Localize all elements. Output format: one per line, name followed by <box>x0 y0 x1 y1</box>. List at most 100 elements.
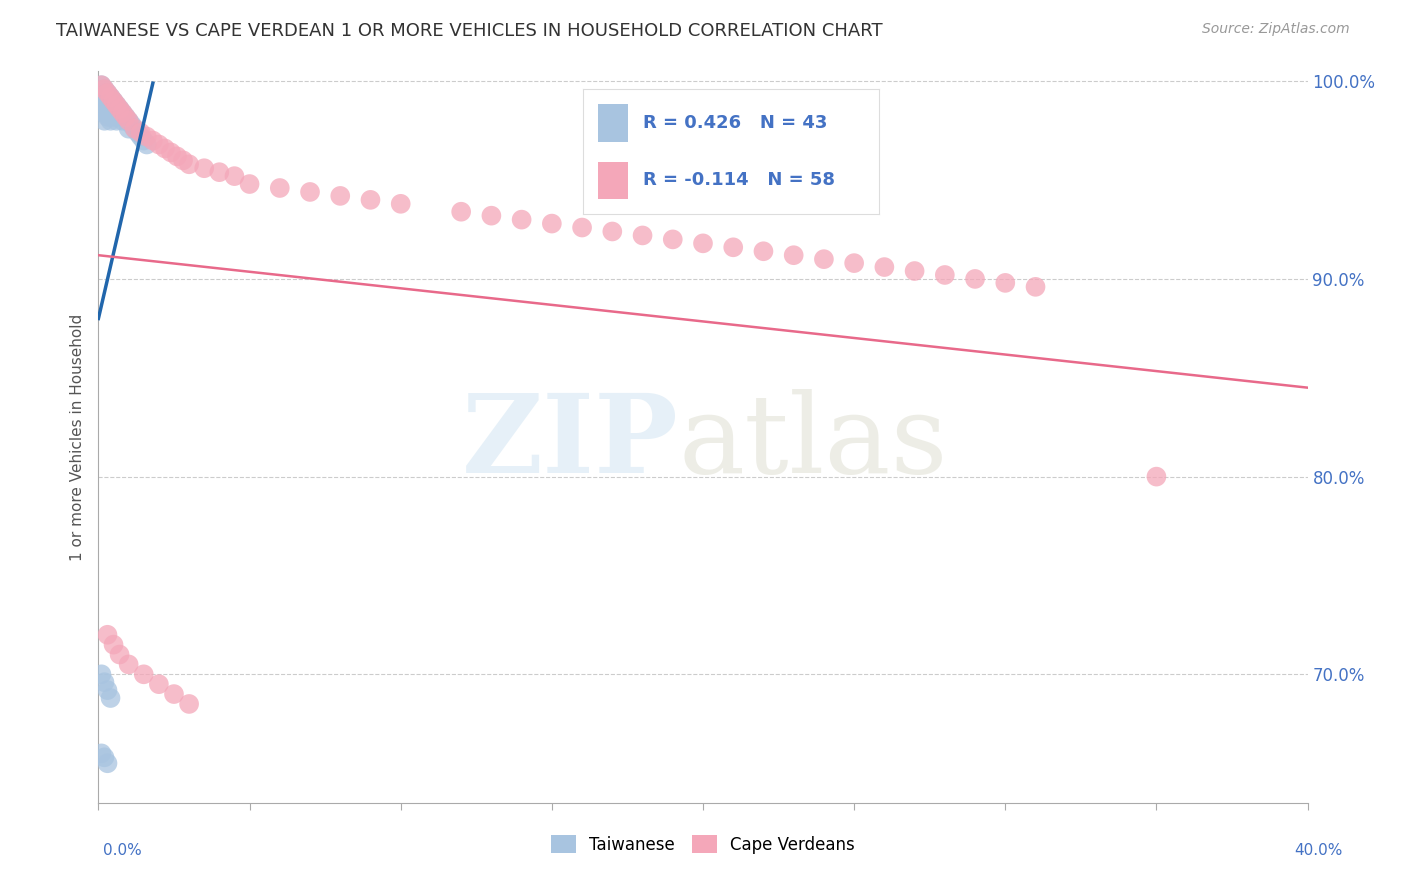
Point <box>96 683 118 698</box>
Text: 0.0%: 0.0% <box>103 843 142 858</box>
Point <box>93 750 115 764</box>
Point <box>100 691 122 706</box>
Point <box>93 82 115 96</box>
Point <box>329 189 352 203</box>
Point <box>571 220 593 235</box>
Point <box>93 90 115 104</box>
Point <box>114 110 136 124</box>
Point <box>93 675 115 690</box>
Point <box>118 121 141 136</box>
Text: ZIP: ZIP <box>463 389 679 496</box>
Text: R = -0.114   N = 58: R = -0.114 N = 58 <box>643 171 835 189</box>
Point <box>129 129 152 144</box>
Point <box>153 141 176 155</box>
Point <box>114 110 136 124</box>
Point <box>100 106 122 120</box>
Point <box>965 272 987 286</box>
Point <box>103 94 125 108</box>
Point <box>481 209 503 223</box>
Text: R = 0.426   N = 43: R = 0.426 N = 43 <box>643 114 827 132</box>
Point <box>105 98 128 112</box>
Point <box>118 657 141 672</box>
FancyBboxPatch shape <box>599 161 627 199</box>
Point <box>121 118 143 132</box>
Point <box>90 667 112 681</box>
Point <box>93 98 115 112</box>
Point <box>193 161 215 176</box>
Text: 40.0%: 40.0% <box>1295 843 1343 858</box>
Point <box>813 252 835 267</box>
Point <box>127 126 149 140</box>
Point <box>96 94 118 108</box>
Text: atlas: atlas <box>679 389 949 496</box>
Point <box>692 236 714 251</box>
Point <box>96 628 118 642</box>
Point <box>934 268 956 282</box>
Text: TAIWANESE VS CAPE VERDEAN 1 OR MORE VEHICLES IN HOUSEHOLD CORRELATION CHART: TAIWANESE VS CAPE VERDEAN 1 OR MORE VEHI… <box>56 22 883 40</box>
Point <box>96 102 118 116</box>
Point <box>132 667 155 681</box>
Point <box>93 106 115 120</box>
Point <box>844 256 866 270</box>
Point <box>179 157 201 171</box>
Point <box>90 747 112 761</box>
Point <box>994 276 1017 290</box>
Point <box>103 102 125 116</box>
Point <box>93 113 115 128</box>
Point <box>105 98 128 112</box>
Point <box>224 169 246 183</box>
Point <box>661 232 683 246</box>
Point <box>90 86 112 100</box>
Point <box>108 110 131 124</box>
Point <box>540 217 562 231</box>
Point <box>129 126 152 140</box>
Point <box>723 240 745 254</box>
Point <box>135 129 157 144</box>
Point <box>100 98 122 112</box>
Point <box>111 113 134 128</box>
Point <box>1024 280 1046 294</box>
Point <box>873 260 896 274</box>
Point <box>783 248 806 262</box>
Point <box>124 121 146 136</box>
Point <box>904 264 927 278</box>
Point <box>90 78 112 93</box>
Point <box>124 121 146 136</box>
Point <box>360 193 382 207</box>
Point <box>90 102 112 116</box>
Point <box>105 106 128 120</box>
Point <box>389 196 412 211</box>
Point <box>100 113 122 128</box>
Point <box>208 165 231 179</box>
Legend: Taiwanese, Cape Verdeans: Taiwanese, Cape Verdeans <box>544 829 862 860</box>
Point <box>108 102 131 116</box>
Point <box>108 102 131 116</box>
Point <box>96 756 118 771</box>
Point <box>166 149 188 163</box>
Point <box>118 113 141 128</box>
Point <box>103 110 125 124</box>
Point <box>179 697 201 711</box>
Point <box>172 153 194 168</box>
Text: Source: ZipAtlas.com: Source: ZipAtlas.com <box>1202 22 1350 37</box>
Point <box>510 212 533 227</box>
Point <box>299 185 322 199</box>
Point <box>100 90 122 104</box>
Point <box>118 113 141 128</box>
Point <box>103 94 125 108</box>
Point <box>111 106 134 120</box>
Point <box>100 90 122 104</box>
Point <box>269 181 291 195</box>
Point <box>148 137 170 152</box>
Point <box>93 82 115 96</box>
Point <box>602 225 624 239</box>
Point <box>631 228 654 243</box>
Point <box>111 106 134 120</box>
Point <box>142 134 165 148</box>
Point <box>160 145 183 160</box>
Point <box>96 86 118 100</box>
Y-axis label: 1 or more Vehicles in Household: 1 or more Vehicles in Household <box>70 313 86 561</box>
Point <box>96 110 118 124</box>
FancyBboxPatch shape <box>599 104 627 142</box>
Point <box>752 244 775 259</box>
